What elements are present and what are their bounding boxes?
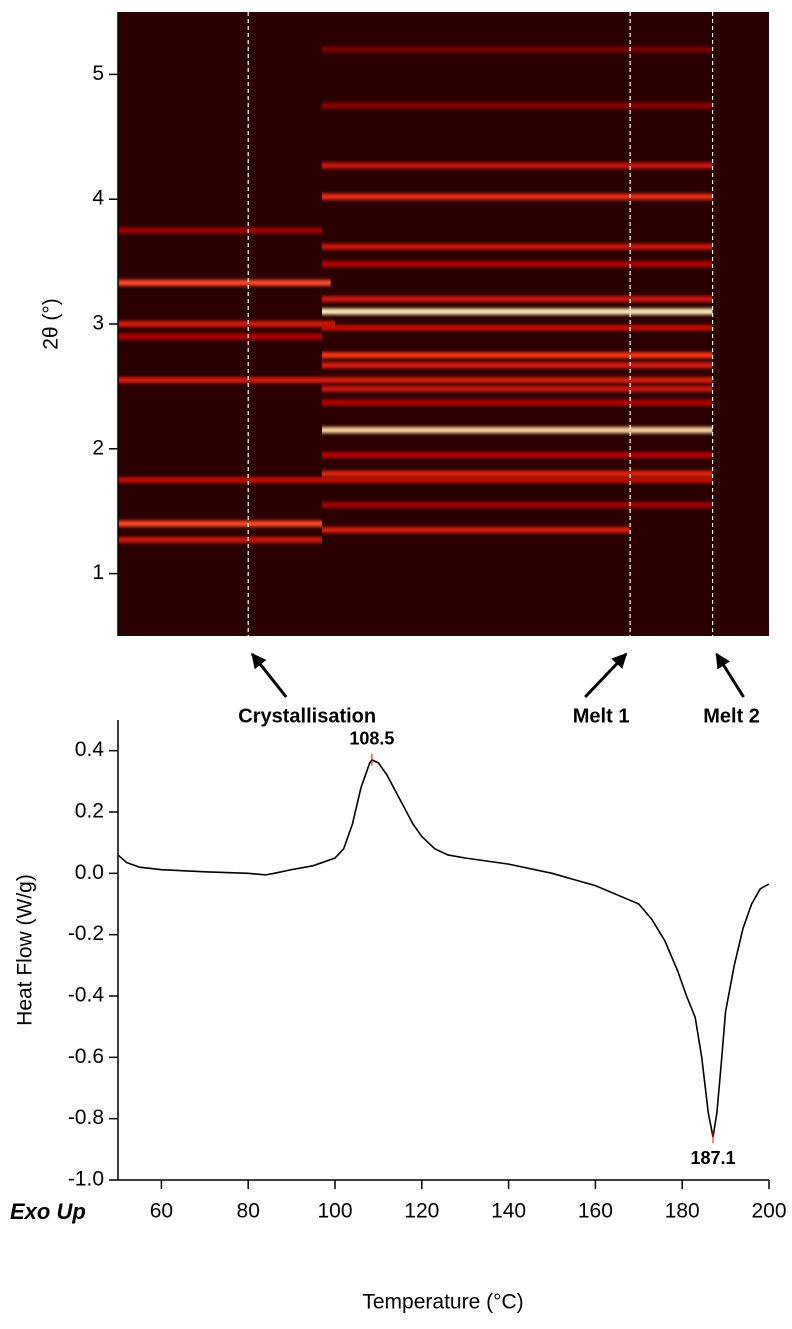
x-tick-label: 180 <box>665 1200 700 1223</box>
x-tick-label: 100 <box>317 1200 352 1223</box>
band <box>321 102 713 109</box>
y-tick-label: 3 <box>92 312 104 335</box>
heat-flow-curve <box>117 758 770 1138</box>
annotation-label: Melt 1 <box>573 705 630 727</box>
band <box>321 526 631 533</box>
band <box>118 520 322 527</box>
bands <box>118 46 713 543</box>
band <box>118 227 322 234</box>
y-tick-label: -0.2 <box>68 922 104 945</box>
y-tick-label: -0.4 <box>68 984 105 1007</box>
band <box>321 193 713 200</box>
x-tick-label: 80 <box>237 1200 260 1223</box>
band <box>321 296 713 303</box>
band <box>321 452 713 459</box>
annotation-arrow <box>251 652 288 698</box>
band <box>118 536 322 543</box>
band <box>118 377 713 384</box>
y-tick-label: 0.4 <box>75 738 105 761</box>
y-tick-label: 2 <box>92 436 104 459</box>
annotation-label: Crystallisation <box>238 705 376 727</box>
x-tick-label: 140 <box>491 1200 526 1223</box>
annotation-arrow <box>715 652 745 698</box>
band <box>118 477 713 483</box>
band <box>321 352 713 359</box>
y-tick-label: -1.0 <box>68 1168 104 1191</box>
peak-label: 187.1 <box>690 1148 735 1168</box>
band <box>118 333 322 340</box>
x-tick-label: 200 <box>751 1200 786 1223</box>
y-tick-label: 4 <box>92 187 104 210</box>
exo-note: Exo Up <box>10 1199 86 1224</box>
annotation-arrow <box>584 652 628 699</box>
x-tick-label: 60 <box>150 1200 173 1223</box>
y-tick-label: 5 <box>92 62 104 85</box>
band <box>321 324 713 331</box>
x-axis-title: Temperature (°C) <box>362 1291 523 1314</box>
band <box>321 162 713 169</box>
x-tick-label: 160 <box>578 1200 613 1223</box>
band <box>321 470 713 477</box>
band <box>118 279 331 286</box>
band <box>321 261 713 268</box>
band <box>321 399 713 406</box>
annotation-label: Melt 2 <box>703 705 760 727</box>
peak-label: 108.5 <box>349 729 394 749</box>
band <box>321 362 713 369</box>
x-tick-label: 120 <box>404 1200 439 1223</box>
y-tick-label: -0.6 <box>68 1045 104 1068</box>
band <box>321 308 713 315</box>
y-tick-label: 0.2 <box>75 800 104 823</box>
band <box>321 427 713 434</box>
band <box>118 321 335 327</box>
band <box>321 46 713 53</box>
y-tick-label: 1 <box>92 561 104 584</box>
y-axis-title: 2θ (°) <box>40 298 63 350</box>
band <box>321 501 713 508</box>
y-tick-label: -0.8 <box>68 1106 104 1129</box>
band <box>321 385 713 392</box>
y-axis-title: Heat Flow (W/g) <box>14 874 37 1026</box>
y-tick-label: 0.0 <box>75 861 104 884</box>
band <box>321 243 713 250</box>
